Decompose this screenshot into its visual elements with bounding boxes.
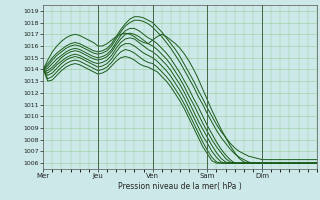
X-axis label: Pression niveau de la mer( hPa ): Pression niveau de la mer( hPa ) [118,182,242,191]
